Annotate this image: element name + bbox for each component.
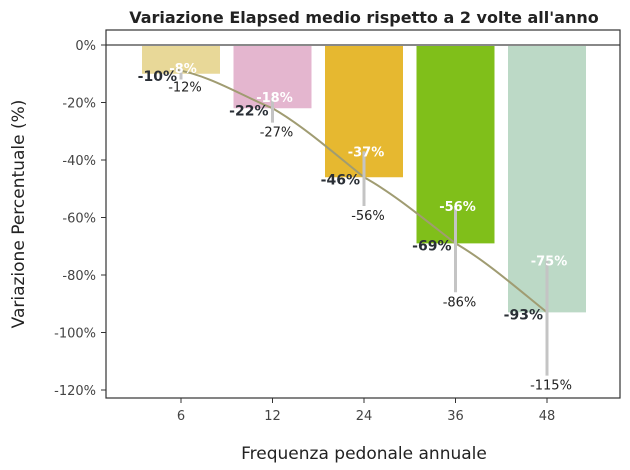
y-tick-label: 0%: [75, 39, 96, 54]
y-tick-label: -120%: [54, 384, 96, 399]
y-tick-label: -20%: [62, 97, 96, 112]
y-axis-label: Variazione Percentuale (%): [9, 100, 29, 329]
upper-label: -75%: [531, 255, 568, 270]
lower-label: -27%: [260, 126, 294, 141]
mean-label: -69%: [412, 238, 451, 254]
x-tick-label: 48: [539, 409, 556, 424]
y-tick-label: -40%: [62, 154, 96, 169]
x-tick-label: 6: [177, 409, 185, 424]
upper-label: -37%: [348, 145, 385, 160]
upper-label: -56%: [439, 200, 476, 215]
x-axis-label: Frequenza pedonale annuale: [241, 444, 487, 464]
upper-label: -8%: [169, 62, 196, 77]
y-tick-label: -100%: [54, 327, 96, 342]
mean-label: -93%: [504, 307, 543, 323]
mean-label: -22%: [229, 103, 268, 119]
x-tick-label: 36: [447, 409, 464, 424]
x-tick-label: 12: [264, 409, 281, 424]
mean-label: -46%: [321, 172, 360, 188]
plot-frame: [105, 29, 621, 399]
y-tick-label: -80%: [62, 269, 96, 284]
lower-label: -12%: [168, 81, 202, 96]
chart-title: Variazione Elapsed medio rispetto a 2 vo…: [129, 8, 599, 27]
mean-label: -10%: [138, 69, 177, 85]
x-tick-label: 24: [356, 409, 373, 424]
lower-label: -115%: [530, 379, 572, 394]
y-tick-label: -60%: [62, 212, 96, 227]
lower-label: -86%: [443, 295, 477, 310]
lower-label: -56%: [351, 209, 385, 224]
upper-label: -18%: [256, 91, 293, 106]
